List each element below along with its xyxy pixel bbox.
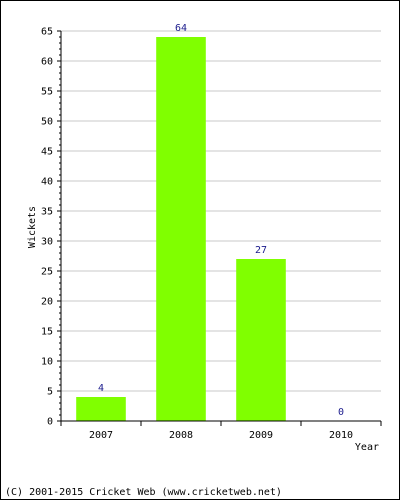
- y-tick-label: 20: [41, 297, 53, 308]
- data-label-2010: 0: [338, 407, 344, 418]
- y-tick-label: 15: [41, 327, 53, 338]
- y-tick-label: 45: [41, 147, 53, 158]
- bars: [76, 37, 286, 421]
- x-axis-title: Year: [355, 442, 379, 453]
- y-tick-label: 5: [47, 387, 53, 398]
- bar-2009: [236, 259, 286, 421]
- y-tick-label: 10: [41, 357, 53, 368]
- y-tick-label: 35: [41, 207, 53, 218]
- bar-2007: [76, 397, 126, 421]
- x-tick-label-2009: 2009: [249, 430, 273, 441]
- grid-lines: [61, 30, 381, 392]
- x-axis: 2007 2008 2009 2010: [60, 420, 382, 441]
- y-tick-label: 40: [41, 177, 53, 188]
- y-tick-label: 50: [41, 117, 53, 128]
- y-tick-label: 30: [41, 237, 53, 248]
- y-axis-title: Wickets: [27, 206, 38, 248]
- x-tick-label-2007: 2007: [89, 430, 113, 441]
- y-tick-label: 55: [41, 87, 53, 98]
- data-labels: 4 64 27 0: [98, 23, 344, 418]
- y-tick-label: 65: [41, 27, 53, 38]
- x-tick-label-2010: 2010: [329, 430, 353, 441]
- copyright-footer: (C) 2001-2015 Cricket Web (www.cricketwe…: [5, 487, 282, 498]
- data-label-2009: 27: [255, 245, 267, 256]
- x-tick-label-2008: 2008: [169, 430, 193, 441]
- data-label-2007: 4: [98, 383, 104, 394]
- bar-2008: [156, 37, 206, 421]
- y-tick-label: 0: [47, 417, 53, 428]
- y-axis: 0 5 10 15 20 25 30 35 40 45 50 55 60 65: [41, 27, 62, 428]
- y-tick-label: 60: [41, 57, 53, 68]
- y-tick-label: 25: [41, 267, 53, 278]
- data-label-2008: 64: [175, 23, 187, 34]
